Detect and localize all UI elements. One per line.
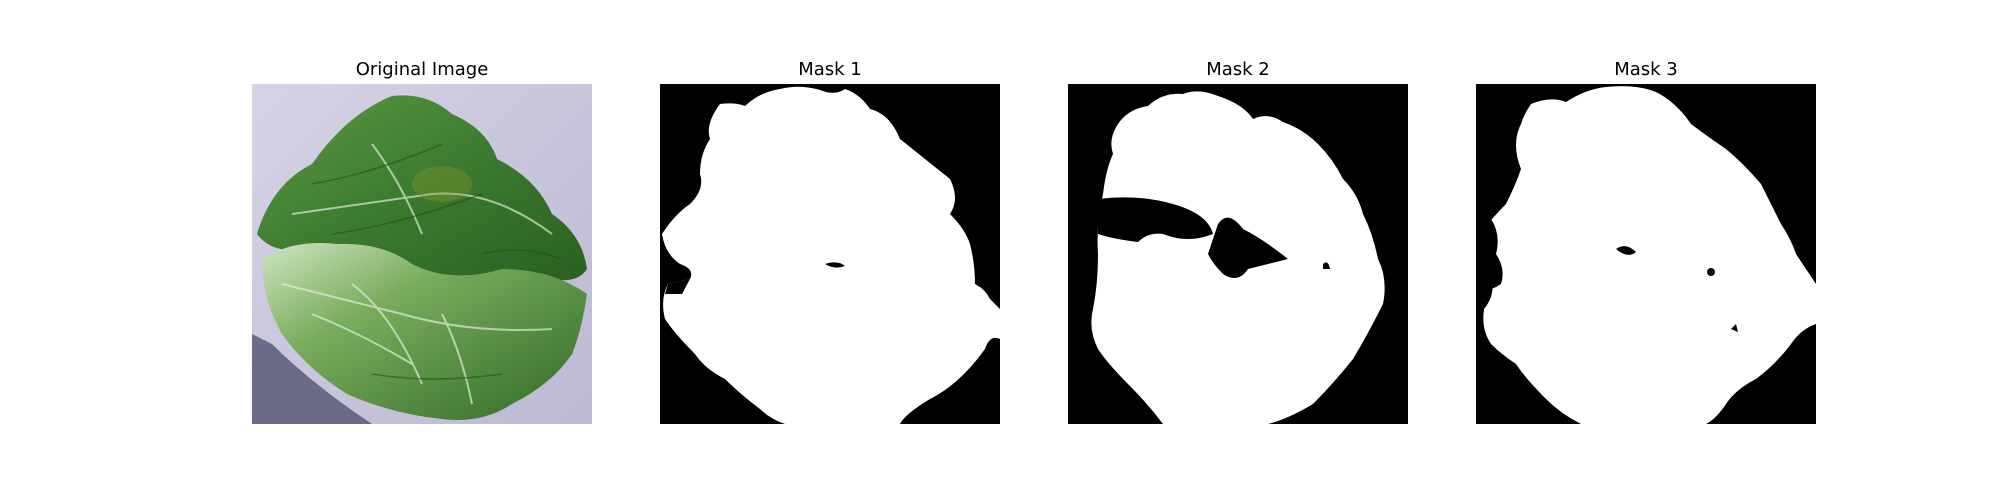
mask-3-image <box>1476 84 1816 424</box>
panel-title: Original Image <box>252 57 592 83</box>
panel-mask-1: Mask 1 <box>660 57 1000 424</box>
panel-mask-2: Mask 2 <box>1068 57 1408 424</box>
panel-original-image: Original Image <box>252 57 592 424</box>
mask-1-image <box>660 84 1000 424</box>
panel-title: Mask 3 <box>1476 57 1816 83</box>
panel-title: Mask 1 <box>660 57 1000 83</box>
original-leaf-image <box>252 84 592 424</box>
panel-mask-3: Mask 3 <box>1476 57 1816 424</box>
mask-2-image <box>1068 84 1408 424</box>
panel-title: Mask 2 <box>1068 57 1408 83</box>
